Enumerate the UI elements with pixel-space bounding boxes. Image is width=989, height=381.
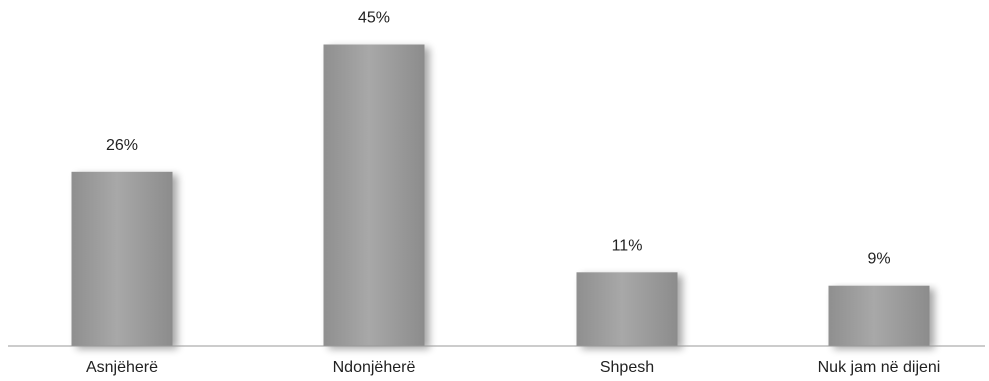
- labels-layer: 26% Asnjëherë 45% Ndonjëherë 11% Shpesh 9% Nuk …: [86, 10, 940, 377]
- category-label-0: Asnjëherë: [86, 359, 158, 376]
- bar-0: [71, 171, 173, 346]
- bar-3: [828, 285, 930, 346]
- category-label-3: Nuk jam në dijeni: [818, 359, 941, 376]
- value-label-0: 26%: [106, 137, 138, 154]
- bar-2: [576, 272, 678, 346]
- category-label-1: Ndonjëherë: [333, 359, 416, 376]
- value-label-1: 45%: [358, 10, 390, 27]
- value-label-3: 9%: [867, 251, 890, 268]
- bars-layer: [71, 44, 930, 346]
- value-label-2: 11%: [612, 237, 643, 254]
- bar-1: [323, 44, 425, 346]
- category-label-2: Shpesh: [600, 359, 654, 376]
